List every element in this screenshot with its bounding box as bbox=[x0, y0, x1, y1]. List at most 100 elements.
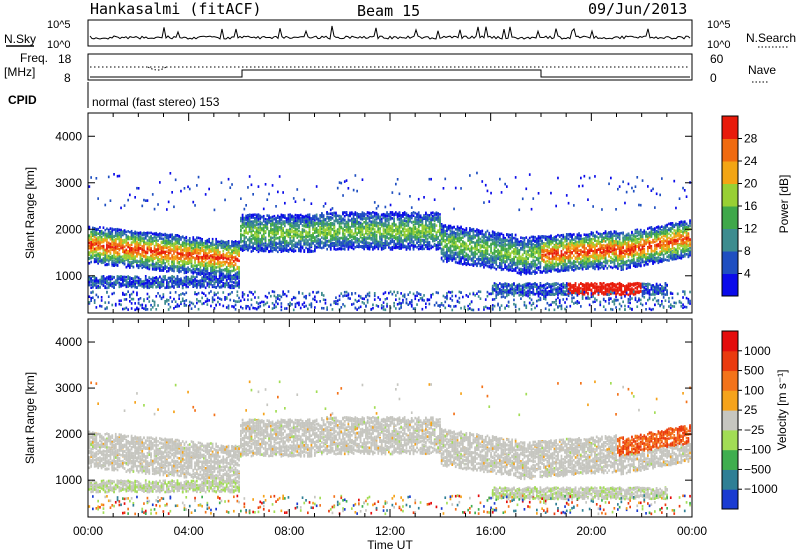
data-cell bbox=[328, 213, 330, 216]
data-cell bbox=[305, 247, 307, 250]
data-cell bbox=[346, 291, 348, 294]
data-cell bbox=[296, 228, 298, 231]
data-cell bbox=[198, 176, 200, 179]
data-cell bbox=[238, 244, 240, 247]
data-cell bbox=[244, 232, 246, 235]
data-cell bbox=[337, 248, 339, 251]
data-cell bbox=[155, 308, 157, 311]
data-cell bbox=[215, 238, 217, 241]
data-cell bbox=[272, 302, 274, 305]
data-cell bbox=[242, 307, 244, 310]
data-cell bbox=[224, 241, 226, 244]
data-cell bbox=[97, 296, 99, 299]
data-cell bbox=[187, 262, 189, 265]
data-cell bbox=[173, 265, 175, 268]
data-cell bbox=[356, 227, 358, 230]
data-cell bbox=[171, 248, 173, 251]
data-cell bbox=[124, 293, 126, 296]
data-cell bbox=[126, 231, 128, 234]
data-cell bbox=[201, 256, 203, 259]
data-cell bbox=[205, 263, 207, 266]
data-cell bbox=[265, 303, 267, 306]
data-cell bbox=[120, 260, 122, 263]
data-cell bbox=[131, 255, 133, 258]
data-cell bbox=[268, 221, 270, 224]
data-cell bbox=[94, 248, 96, 251]
data-cell bbox=[110, 251, 112, 254]
data-cell bbox=[369, 292, 371, 295]
data-cell bbox=[148, 232, 150, 235]
data-cell bbox=[196, 248, 198, 251]
data-cell bbox=[124, 251, 126, 254]
data-cell bbox=[244, 225, 246, 228]
nave-tick-top: 60 bbox=[710, 52, 724, 66]
data-cell bbox=[326, 224, 328, 227]
data-cell bbox=[259, 248, 261, 251]
data-cell bbox=[168, 263, 170, 266]
data-cell bbox=[192, 256, 194, 259]
data-cell bbox=[148, 265, 150, 268]
data-cell bbox=[177, 234, 179, 237]
data-cell bbox=[143, 247, 145, 250]
data-cell bbox=[258, 185, 260, 188]
data-cell bbox=[270, 216, 272, 219]
data-cell bbox=[178, 257, 180, 260]
data-cell bbox=[94, 284, 96, 287]
data-cell bbox=[242, 226, 244, 229]
data-cell bbox=[340, 248, 342, 251]
data-cell bbox=[251, 214, 253, 217]
data-cell bbox=[184, 277, 186, 280]
data-cell bbox=[194, 257, 196, 260]
data-cell bbox=[275, 296, 277, 299]
data-cell bbox=[279, 298, 281, 301]
data-cell bbox=[298, 227, 300, 230]
data-cell bbox=[150, 264, 152, 267]
data-cell bbox=[356, 308, 358, 311]
data-cell bbox=[274, 247, 276, 250]
data-cell bbox=[119, 261, 121, 264]
data-cell bbox=[261, 237, 263, 240]
data-cell bbox=[349, 297, 351, 300]
data-cell bbox=[205, 265, 207, 268]
data-cell bbox=[189, 257, 191, 260]
data-cell bbox=[314, 250, 316, 253]
data-cell bbox=[207, 300, 209, 303]
data-cell bbox=[256, 219, 258, 222]
data-cell bbox=[339, 223, 341, 226]
data-cell bbox=[205, 270, 207, 273]
data-cell bbox=[184, 300, 186, 303]
data-cell bbox=[168, 303, 170, 306]
data-cell bbox=[182, 287, 184, 290]
data-cell bbox=[187, 252, 189, 255]
data-cell bbox=[363, 238, 365, 241]
data-cell bbox=[212, 248, 214, 251]
data-cell bbox=[89, 284, 91, 287]
data-cell bbox=[342, 212, 344, 215]
data-cell bbox=[178, 294, 180, 297]
data-cell bbox=[344, 229, 346, 232]
data-cell bbox=[215, 241, 217, 244]
data-cell bbox=[293, 218, 295, 221]
data-cell bbox=[163, 293, 165, 296]
data-cell bbox=[154, 254, 156, 257]
data-cell bbox=[323, 298, 325, 301]
data-cell bbox=[104, 282, 106, 285]
data-cell bbox=[212, 280, 214, 283]
data-cell bbox=[346, 179, 348, 182]
data-cell bbox=[330, 228, 332, 231]
data-cell bbox=[106, 252, 108, 255]
data-cell bbox=[90, 246, 92, 249]
data-cell bbox=[226, 276, 228, 279]
data-cell bbox=[201, 285, 203, 288]
data-cell bbox=[274, 295, 276, 298]
data-cell bbox=[281, 309, 283, 312]
data-cell bbox=[266, 296, 268, 299]
data-cell bbox=[129, 257, 131, 260]
data-cell bbox=[124, 231, 126, 234]
data-cell bbox=[111, 238, 113, 241]
data-cell bbox=[152, 263, 154, 266]
data-cell bbox=[113, 283, 115, 286]
data-cell bbox=[319, 246, 321, 249]
data-cell bbox=[108, 232, 110, 235]
